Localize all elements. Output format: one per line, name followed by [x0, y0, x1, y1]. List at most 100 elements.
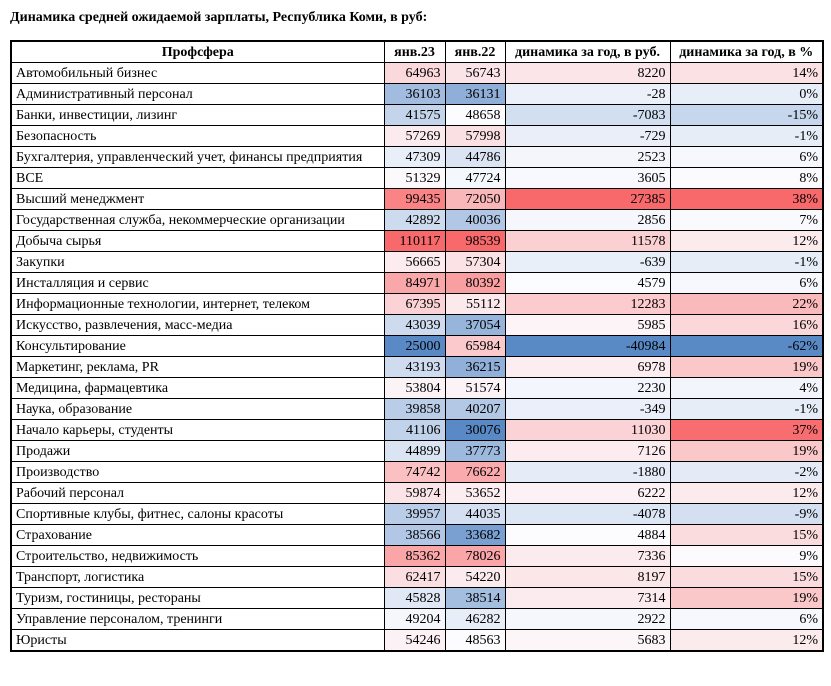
cell-delta-rub: 2856: [504, 209, 671, 231]
cell-delta-pct: 16%: [669, 314, 824, 336]
table-row: Банки, инвестиции, лизинг 41575 48658 -7083…: [10, 104, 824, 126]
cell-profsphere: Рабочий персонал: [10, 482, 385, 504]
cell-delta-pct: 14%: [669, 62, 824, 84]
cell-delta-pct: 7%: [669, 209, 824, 231]
cell-profsphere: Транспорт, логистика: [10, 566, 385, 588]
table-row: Информационные технологии, интернет, тел…: [10, 293, 824, 315]
cell-delta-rub: -7083: [504, 104, 671, 126]
cell-delta-rub: -639: [504, 251, 671, 273]
cell-delta-rub: 7126: [504, 440, 671, 462]
cell-jan23: 74742: [383, 461, 446, 483]
cell-delta-rub: 2922: [504, 608, 671, 630]
table-header: Профсфера янв.23 янв.22 динамика за год,…: [10, 40, 824, 63]
cell-delta-rub: 4884: [504, 524, 671, 546]
cell-jan22: 48563: [444, 629, 506, 652]
cell-jan22: 40207: [444, 398, 506, 420]
table-row: Закупки 56665 57304 -639 -1%: [10, 251, 824, 273]
cell-jan22: 38514: [444, 587, 506, 609]
salary-table: Профсфера янв.23 янв.22 динамика за год,…: [10, 40, 824, 652]
cell-profsphere: Административный персонал: [10, 83, 385, 105]
page-title: Динамика средней ожидаемой зарплаты, Рес…: [10, 10, 428, 25]
table-row: Начало карьеры, студенты 41106 30076 11030 3…: [10, 419, 824, 441]
cell-jan23: 39957: [383, 503, 446, 525]
cell-jan22: 56743: [444, 62, 506, 84]
table-row: ВСЕ 51329 47724 3605 8%: [10, 167, 824, 189]
cell-profsphere: Спортивные клубы, фитнес, салоны красоты: [10, 503, 385, 525]
cell-jan23: 44899: [383, 440, 446, 462]
table-row: Маркетинг, реклама, PR 43193 36215 6978 19%: [10, 356, 824, 378]
cell-delta-pct: 15%: [669, 524, 824, 546]
cell-jan22: 44786: [444, 146, 506, 168]
cell-delta-pct: 6%: [669, 272, 824, 294]
cell-delta-pct: 4%: [669, 377, 824, 399]
cell-jan22: 46282: [444, 608, 506, 630]
cell-profsphere: Строительство, недвижимость: [10, 545, 385, 567]
table-row: Страхование 38566 33682 4884 15%: [10, 524, 824, 546]
header-delta-rub: динамика за год, в руб.: [504, 40, 671, 63]
cell-delta-rub: 7336: [504, 545, 671, 567]
cell-delta-rub: 7314: [504, 587, 671, 609]
cell-profsphere: Закупки: [10, 251, 385, 273]
cell-delta-pct: 19%: [669, 440, 824, 462]
cell-profsphere: Информационные технологии, интернет, тел…: [10, 293, 385, 315]
cell-jan22: 37054: [444, 314, 506, 336]
table-row: Туризм, гостиницы, рестораны 45828 38514 73…: [10, 587, 824, 609]
cell-delta-rub: -349: [504, 398, 671, 420]
cell-delta-pct: 0%: [669, 83, 824, 105]
table-row: Бухгалтерия, управленческий учет, финанс…: [10, 146, 824, 168]
cell-delta-rub: -28: [504, 83, 671, 105]
cell-delta-rub: 6222: [504, 482, 671, 504]
cell-profsphere: Инсталляция и сервис: [10, 272, 385, 294]
cell-jan22: 54220: [444, 566, 506, 588]
cell-jan22: 36131: [444, 83, 506, 105]
cell-jan23: 47309: [383, 146, 446, 168]
cell-delta-rub: 8197: [504, 566, 671, 588]
cell-delta-pct: 12%: [669, 482, 824, 504]
cell-delta-rub: 3605: [504, 167, 671, 189]
cell-delta-pct: -1%: [669, 398, 824, 420]
cell-jan22: 47724: [444, 167, 506, 189]
table-row: Безопасность 57269 57998 -729 -1%: [10, 125, 824, 147]
cell-delta-rub: -4078: [504, 503, 671, 525]
cell-jan23: 67395: [383, 293, 446, 315]
cell-jan23: 54246: [383, 629, 446, 652]
cell-jan23: 84971: [383, 272, 446, 294]
cell-jan23: 43039: [383, 314, 446, 336]
cell-delta-pct: 8%: [669, 167, 824, 189]
cell-delta-pct: -62%: [669, 335, 824, 357]
cell-delta-pct: 9%: [669, 545, 824, 567]
table-row: Инсталляция и сервис 84971 80392 4579 6%: [10, 272, 824, 294]
cell-jan23: 25000: [383, 335, 446, 357]
cell-delta-pct: 38%: [669, 188, 824, 210]
cell-jan23: 59874: [383, 482, 446, 504]
table-row: Производство 74742 76622 -1880 -2%: [10, 461, 824, 483]
cell-jan23: 43193: [383, 356, 446, 378]
table-row: Высший менеджмент 99435 72050 27385 38%: [10, 188, 824, 210]
cell-profsphere: Добыча сырья: [10, 230, 385, 252]
cell-profsphere: Консультирование: [10, 335, 385, 357]
cell-profsphere: Наука, образование: [10, 398, 385, 420]
table-body: Автомобильный бизнес 64963 56743 8220 14% Адм…: [10, 62, 824, 652]
cell-jan22: 78026: [444, 545, 506, 567]
cell-profsphere: ВСЕ: [10, 167, 385, 189]
header-profsphere: Профсфера: [10, 40, 385, 63]
cell-profsphere: Страхование: [10, 524, 385, 546]
cell-jan23: 45828: [383, 587, 446, 609]
cell-profsphere: Производство: [10, 461, 385, 483]
table-row: Продажи 44899 37773 7126 19%: [10, 440, 824, 462]
cell-delta-rub: 2523: [504, 146, 671, 168]
cell-delta-pct: 6%: [669, 608, 824, 630]
cell-jan23: 51329: [383, 167, 446, 189]
header-jan23: янв.23: [383, 40, 446, 63]
table-row: Добыча сырья 110117 98539 11578 12%: [10, 230, 824, 252]
cell-delta-rub: 6978: [504, 356, 671, 378]
cell-profsphere: Государственная служба, некоммерческие о…: [10, 209, 385, 231]
cell-jan22: 57304: [444, 251, 506, 273]
cell-jan22: 30076: [444, 419, 506, 441]
cell-jan23: 64963: [383, 62, 446, 84]
cell-jan23: 41106: [383, 419, 446, 441]
cell-profsphere: Банки, инвестиции, лизинг: [10, 104, 385, 126]
cell-delta-pct: 12%: [669, 230, 824, 252]
cell-jan22: 55112: [444, 293, 506, 315]
cell-delta-pct: 22%: [669, 293, 824, 315]
